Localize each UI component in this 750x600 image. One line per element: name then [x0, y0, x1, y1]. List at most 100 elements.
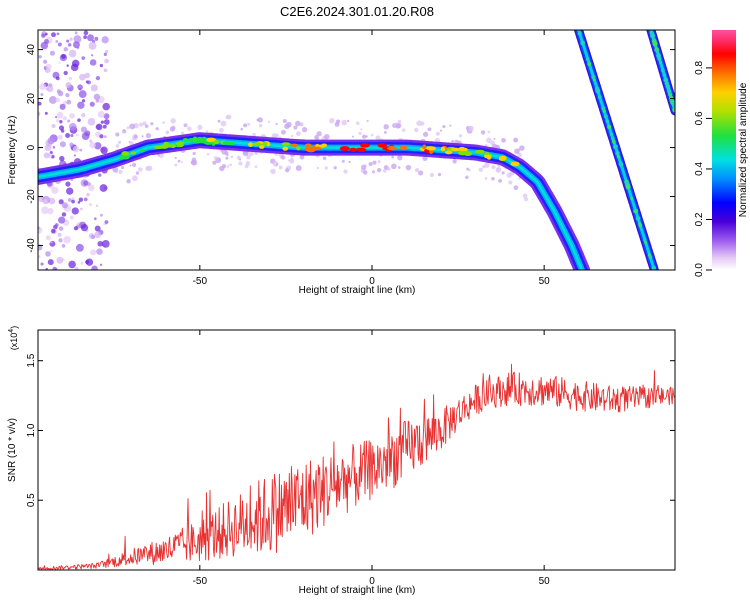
- scatter-speckle: [212, 160, 217, 165]
- noise-speckle: [51, 32, 56, 38]
- x-tick-label: 0: [369, 276, 375, 287]
- y-tick-label: 0.5: [26, 493, 37, 507]
- colorbar-tick-label: 0.8: [694, 61, 705, 75]
- noise-speckle: [56, 111, 64, 119]
- scatter-speckle: [299, 154, 305, 160]
- noise-speckle: [103, 52, 107, 56]
- noise-speckle: [75, 133, 79, 137]
- scatter-speckle: [429, 172, 434, 178]
- noise-speckle: [86, 80, 91, 85]
- hot-spot: [644, 241, 648, 245]
- noise-speckle: [73, 154, 77, 157]
- hot-spot: [458, 146, 466, 152]
- noise-speckle: [81, 132, 90, 140]
- noise-speckle: [95, 76, 101, 81]
- noise-speckle: [43, 39, 50, 45]
- scatter-speckle: [501, 137, 506, 143]
- scatter-speckle: [346, 119, 350, 123]
- scatter-speckle: [142, 121, 147, 126]
- noise-speckle: [94, 225, 101, 232]
- noise-speckle: [75, 243, 84, 252]
- hot-spot: [399, 145, 408, 151]
- scatter-speckle: [254, 165, 258, 169]
- scatter-speckle: [229, 163, 232, 167]
- noise-speckle: [78, 88, 82, 91]
- scatter-speckle: [372, 160, 377, 165]
- hot-spot: [440, 146, 446, 152]
- noise-speckle: [84, 72, 91, 79]
- noise-speckle: [70, 133, 74, 138]
- scatter-speckle: [239, 158, 242, 161]
- scatter-speckle: [414, 127, 419, 133]
- scatter-speckle: [513, 137, 519, 143]
- snr-plot-area: [38, 330, 675, 570]
- noise-speckle: [68, 76, 73, 81]
- noise-speckle: [91, 54, 94, 57]
- scatter-speckle: [484, 177, 488, 180]
- noise-speckle: [51, 228, 56, 234]
- hot-spot: [602, 109, 606, 113]
- scatter-speckle: [165, 130, 170, 135]
- scatter-speckle: [252, 132, 256, 137]
- scatter-speckle: [115, 132, 120, 137]
- noise-speckle: [56, 256, 64, 264]
- hot-spot: [339, 146, 350, 152]
- scatter-speckle: [147, 165, 153, 171]
- hot-spot: [510, 161, 520, 167]
- noise-speckle: [90, 84, 98, 92]
- hot-spot: [607, 124, 612, 129]
- noise-speckle: [86, 193, 90, 197]
- noise-speckle: [91, 265, 98, 270]
- scatter-speckle: [376, 167, 382, 173]
- noise-speckle: [50, 249, 53, 252]
- snr-xlabel: Height of straight line (km): [299, 585, 416, 596]
- noise-speckle: [67, 43, 72, 47]
- scatter-speckle: [118, 169, 123, 175]
- noise-speckle: [95, 99, 99, 103]
- hot-spot: [486, 154, 492, 160]
- scatter-speckle: [422, 155, 428, 161]
- scatter-speckle: [230, 155, 234, 159]
- hot-spot: [130, 151, 137, 155]
- noise-speckle: [39, 83, 47, 91]
- scatter-speckle: [170, 118, 176, 124]
- colorbar-gradient: [712, 30, 736, 270]
- scatter-speckle: [131, 175, 138, 182]
- noise-speckle: [43, 152, 50, 159]
- scatter-speckle: [174, 163, 178, 167]
- hot-spot: [647, 253, 652, 257]
- scatter-speckle: [144, 124, 149, 128]
- noise-speckle: [95, 204, 99, 208]
- noise-speckle: [90, 249, 97, 256]
- scatter-speckle: [267, 120, 271, 124]
- hot-spot: [605, 119, 610, 123]
- noise-speckle: [66, 99, 72, 105]
- scatter-speckle: [324, 133, 330, 140]
- scatter-speckle: [519, 145, 525, 151]
- scatter-speckle: [316, 131, 322, 137]
- x-tick-label: 0: [369, 576, 375, 587]
- noise-speckle: [40, 262, 44, 266]
- scatter-speckle: [468, 168, 471, 172]
- noise-speckle: [56, 32, 60, 36]
- noise-speckle: [45, 32, 48, 36]
- scatter-speckle: [324, 166, 328, 170]
- hot-spot: [615, 151, 620, 156]
- noise-speckle: [38, 111, 41, 117]
- noise-speckle: [88, 233, 95, 239]
- noise-speckle: [71, 59, 80, 68]
- scatter-speckle: [183, 123, 188, 128]
- snr-panel: -50 0 50 0.5 1.0 1.5 (x104) SNR (10 * v/v) He…: [7, 326, 676, 596]
- hot-spot: [616, 154, 621, 159]
- noise-speckle: [104, 220, 109, 224]
- scatter-speckle: [133, 134, 138, 139]
- hot-spot: [658, 60, 663, 65]
- hot-spot: [304, 143, 312, 147]
- noise-speckle: [85, 259, 90, 265]
- scatter-speckle: [371, 170, 375, 174]
- noise-speckle: [103, 119, 110, 125]
- noise-speckle: [95, 123, 103, 131]
- noise-speckle: [99, 134, 104, 139]
- noise-speckle: [74, 31, 78, 35]
- hot-spot: [321, 143, 328, 148]
